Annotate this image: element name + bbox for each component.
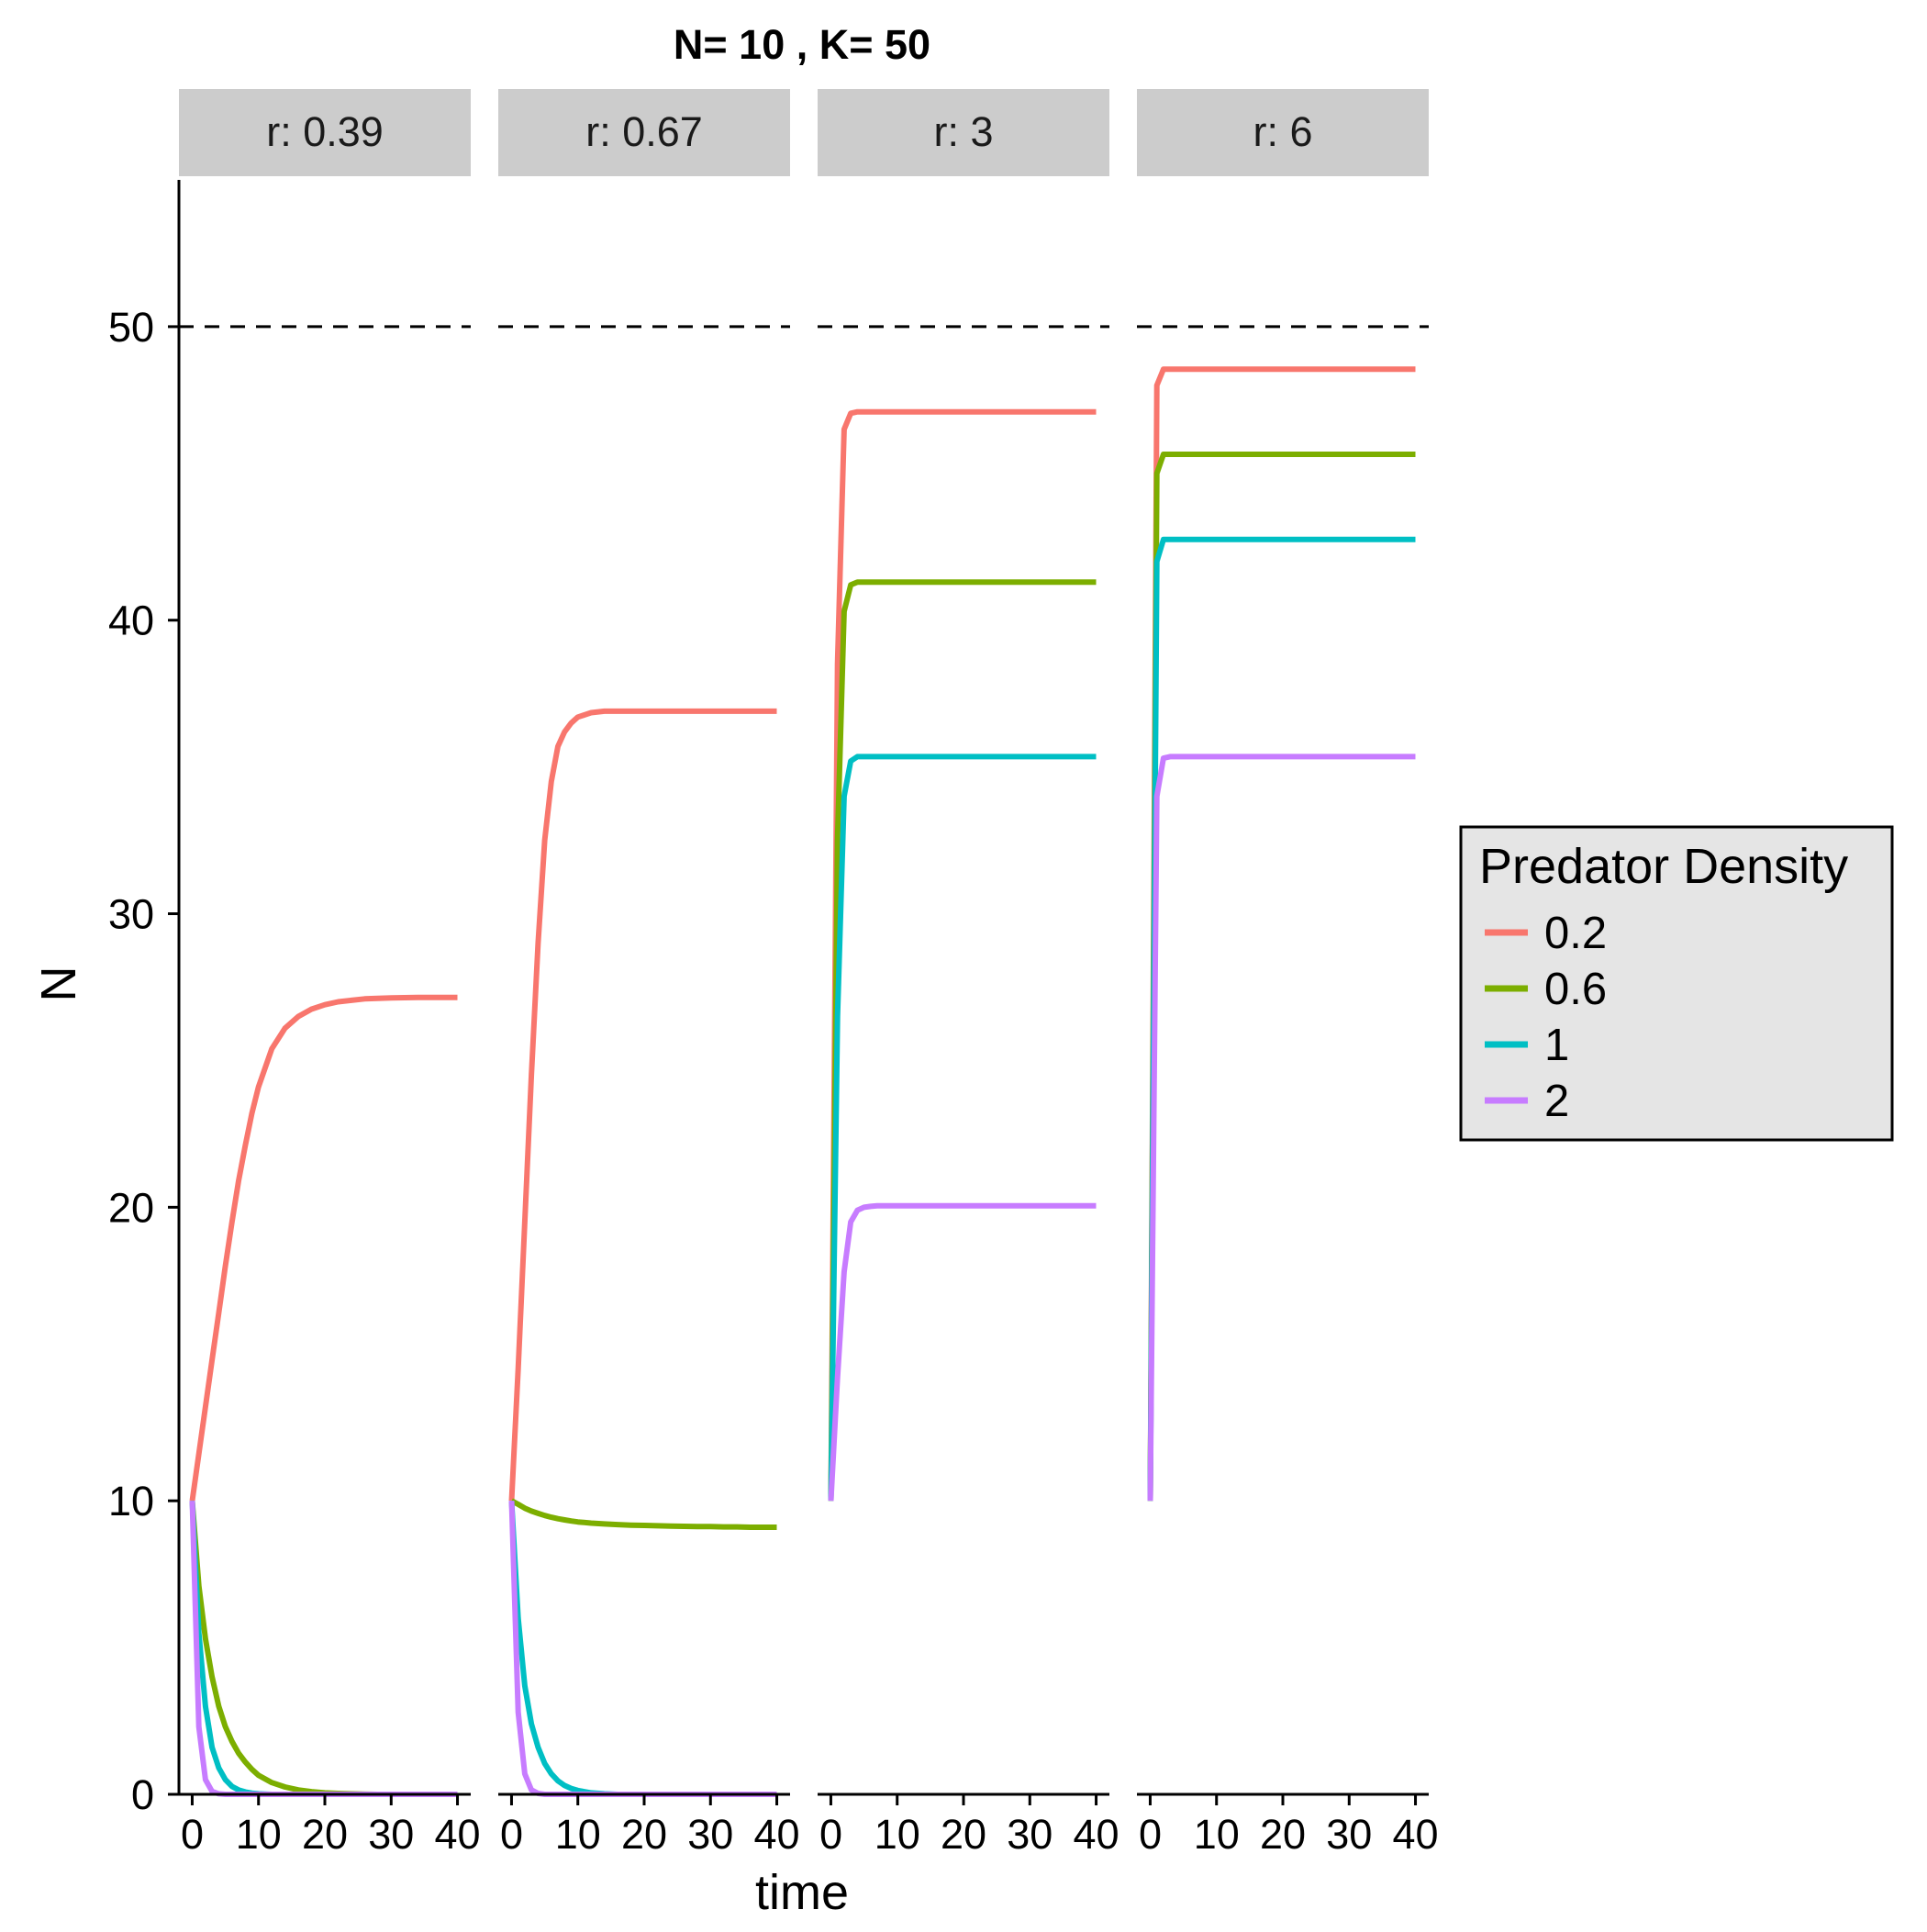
x-tick-label: 30 — [1326, 1811, 1372, 1858]
x-tick-label: 0 — [1139, 1811, 1162, 1858]
x-tick-label: 30 — [368, 1811, 414, 1858]
series-line-0_6 — [510, 1498, 777, 1530]
chart-title: N= 10 , K= 50 — [674, 21, 930, 68]
x-tick-label: 30 — [1007, 1811, 1053, 1858]
facet-panel-4: r: 6 0 10 20 30 40 — [1137, 89, 1439, 1858]
facet-strip — [498, 89, 790, 176]
facet-panels: r: 0.39 0 10 20 30 40 r: 0.67 0 10 20 30 40 r: 3 0 10 2… — [179, 89, 1439, 1858]
series-line-2 — [828, 1202, 1097, 1502]
legend-box — [1459, 825, 1894, 1142]
series-line-0_2 — [1147, 366, 1416, 1502]
legend-label: 2 — [1544, 1077, 1569, 1126]
facet-panel-2: r: 0.67 0 10 20 30 40 — [498, 89, 800, 1858]
facet-strip — [179, 89, 471, 176]
x-tick-label: 30 — [687, 1811, 733, 1858]
facet-strip — [818, 89, 1109, 176]
series-line-0_6 — [1147, 452, 1416, 1502]
facet-strip-label: r: 3 — [933, 108, 993, 155]
facet-strip-label: r: 0.39 — [266, 108, 384, 155]
x-tick-label: 40 — [1074, 1811, 1119, 1858]
series-line-1 — [828, 754, 1097, 1502]
y-axis-title: N — [31, 966, 86, 1002]
series-line-1 — [508, 1501, 777, 1797]
legend-label: 0.2 — [1544, 909, 1607, 958]
series-line-0_2 — [828, 408, 1097, 1502]
series-line-2 — [1147, 754, 1416, 1502]
x-tick-label: 20 — [1260, 1811, 1306, 1858]
y-tick-label: 40 — [108, 597, 154, 644]
x-tick-label: 20 — [621, 1811, 667, 1858]
series-line-1 — [1147, 536, 1416, 1502]
x-tick-label: 10 — [1194, 1811, 1240, 1858]
x-axis-title: time — [755, 1865, 849, 1920]
x-tick-label: 10 — [874, 1811, 920, 1858]
series-line-0_2 — [189, 994, 458, 1502]
facet-strip — [1137, 89, 1429, 176]
facet-panel-1: r: 0.39 0 10 20 30 40 — [179, 89, 481, 1858]
x-tick-label: 10 — [236, 1811, 282, 1858]
series-line-1 — [189, 1501, 458, 1797]
series-line-2 — [189, 1501, 458, 1797]
legend-title: Predator Density — [1479, 839, 1848, 894]
series-line-2 — [508, 1501, 777, 1797]
facet-strip-label: r: 6 — [1253, 108, 1312, 155]
series-line-0_2 — [508, 708, 777, 1502]
x-tick-label: 0 — [181, 1811, 204, 1858]
x-tick-label: 40 — [754, 1811, 800, 1858]
series-line-0_6 — [189, 1500, 458, 1797]
y-tick-label: 20 — [108, 1184, 154, 1231]
legend: Predator Density 0.2 0.6 1 2 — [1459, 825, 1894, 1142]
series-line-0_6 — [828, 579, 1097, 1502]
y-tick-label: 50 — [108, 304, 154, 351]
x-tick-label: 20 — [302, 1811, 348, 1858]
y-tick-label: 0 — [131, 1771, 154, 1818]
x-tick-label: 40 — [435, 1811, 481, 1858]
legend-label: 0.6 — [1544, 965, 1607, 1014]
legend-label: 1 — [1544, 1021, 1569, 1070]
x-tick-label: 40 — [1393, 1811, 1439, 1858]
y-axis: 0 10 20 30 40 50 — [108, 180, 181, 1818]
facet-strip-label: r: 0.67 — [585, 108, 703, 155]
x-tick-label: 0 — [500, 1811, 523, 1858]
y-tick-label: 10 — [108, 1478, 154, 1524]
legend-entries: 0.2 0.6 1 2 — [1485, 909, 1607, 1126]
y-tick-label: 30 — [108, 891, 154, 938]
facet-panel-3: r: 3 0 10 20 30 40 — [818, 89, 1119, 1858]
x-tick-label: 0 — [819, 1811, 842, 1858]
x-tick-label: 10 — [555, 1811, 601, 1858]
x-tick-label: 20 — [941, 1811, 986, 1858]
